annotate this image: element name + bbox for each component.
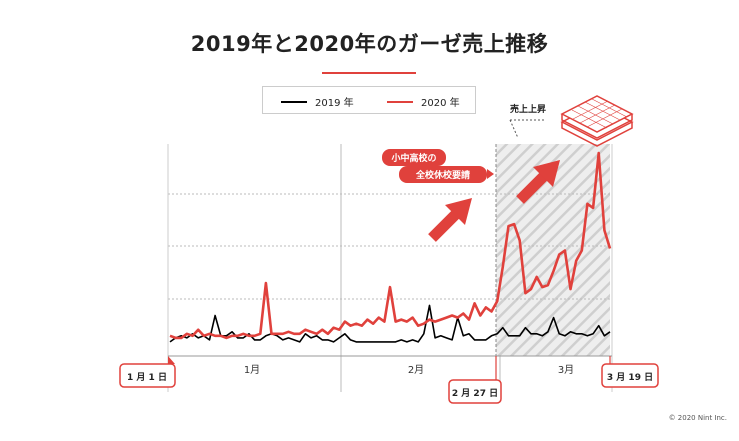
date-marker-text: 2 月 27 日 (452, 388, 498, 399)
school-closure-callout: 小中高校の 全校休校要請 (382, 149, 494, 183)
trend-up-arrow-icon (516, 160, 560, 204)
callout-badge-line2 (399, 166, 487, 183)
arrow-shaft (428, 208, 462, 242)
month-label-mar: 3月 (558, 364, 574, 376)
title-underline (322, 72, 416, 74)
date-marker-pointer (168, 356, 175, 364)
date-marker-mar19: 3 月 19 日 (601, 356, 659, 388)
month-label-jan: 1月 (244, 364, 260, 376)
legend-label-2019: 2019 年 (315, 98, 354, 109)
callout-text-line2: 全校休校要請 (415, 169, 470, 181)
gauze-stack-icon (560, 95, 634, 147)
arrow-head (445, 198, 472, 225)
trend-up-arrow-icon (428, 198, 472, 242)
date-marker-box (601, 363, 659, 388)
legend-item-2019: 2019 年 (281, 94, 354, 109)
callout-badge-line1 (382, 149, 446, 166)
date-marker-text: 1 月 1 日 (127, 372, 167, 383)
legend: 2019 年 2020 年 (262, 86, 476, 114)
legend-item-2020: 2020 年 (387, 94, 460, 109)
series-line-2020 (169, 151, 612, 340)
callout-text-line1: 小中高校の (390, 152, 436, 164)
date-marker-box (119, 363, 176, 388)
series-line-2019 (169, 304, 611, 343)
legend-label-2020: 2020 年 (421, 98, 460, 109)
copyright: © 2020 Nint Inc. (668, 414, 727, 422)
date-marker-jan1: 1 月 1 日 (119, 356, 176, 388)
surge-label: 売上上昇 (510, 103, 546, 115)
month-label-feb: 2月 (408, 364, 424, 376)
legend-swatch-2020 (387, 100, 413, 103)
arrow-shaft (516, 170, 550, 204)
legend-swatch-2019 (281, 100, 307, 103)
grid (167, 144, 613, 392)
arrow-head (533, 160, 560, 187)
date-marker-text: 3 月 19 日 (607, 372, 653, 383)
callout-pointer (487, 169, 494, 179)
chart-title: 2019年と2020年のガーゼ売上推移 (190, 32, 549, 56)
date-marker-feb27: 2 月 27 日 (448, 356, 502, 404)
surge-label-leader (509, 119, 519, 139)
date-marker-box (448, 379, 502, 404)
